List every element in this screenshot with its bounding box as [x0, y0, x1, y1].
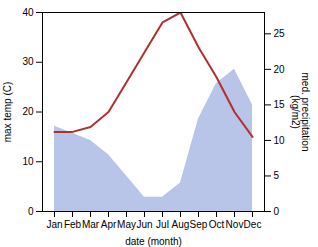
svg-text:med. precipitation(kg/m2): med. precipitation(kg/m2) — [290, 73, 311, 152]
svg-text:Jan: Jan — [46, 219, 62, 230]
svg-text:15: 15 — [274, 99, 286, 110]
svg-text:Sep: Sep — [190, 219, 208, 230]
svg-text:20: 20 — [274, 64, 286, 75]
svg-text:Nov: Nov — [226, 219, 244, 230]
svg-text:May: May — [117, 219, 136, 230]
svg-text:0: 0 — [28, 206, 34, 217]
svg-text:max temp (C): max temp (C) — [2, 82, 13, 143]
svg-text:date (month): date (month) — [125, 236, 182, 247]
svg-text:40: 40 — [22, 7, 34, 18]
svg-text:Aug: Aug — [172, 219, 190, 230]
svg-text:Apr: Apr — [101, 219, 117, 230]
svg-text:20: 20 — [22, 106, 34, 117]
svg-text:10: 10 — [22, 156, 34, 167]
svg-text:10: 10 — [274, 135, 286, 146]
svg-text:Dec: Dec — [244, 219, 262, 230]
svg-text:Jul: Jul — [156, 219, 169, 230]
svg-text:5: 5 — [274, 170, 280, 181]
svg-text:Jun: Jun — [136, 219, 152, 230]
svg-text:Feb: Feb — [64, 219, 82, 230]
svg-text:30: 30 — [22, 56, 34, 67]
svg-text:0: 0 — [274, 206, 280, 217]
svg-text:Oct: Oct — [209, 219, 225, 230]
svg-text:Mar: Mar — [82, 219, 100, 230]
svg-text:25: 25 — [274, 28, 286, 39]
